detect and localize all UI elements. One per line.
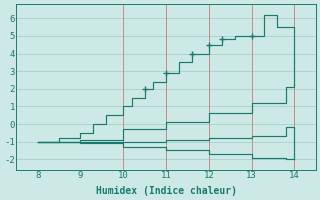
- X-axis label: Humidex (Indice chaleur): Humidex (Indice chaleur): [96, 186, 236, 196]
